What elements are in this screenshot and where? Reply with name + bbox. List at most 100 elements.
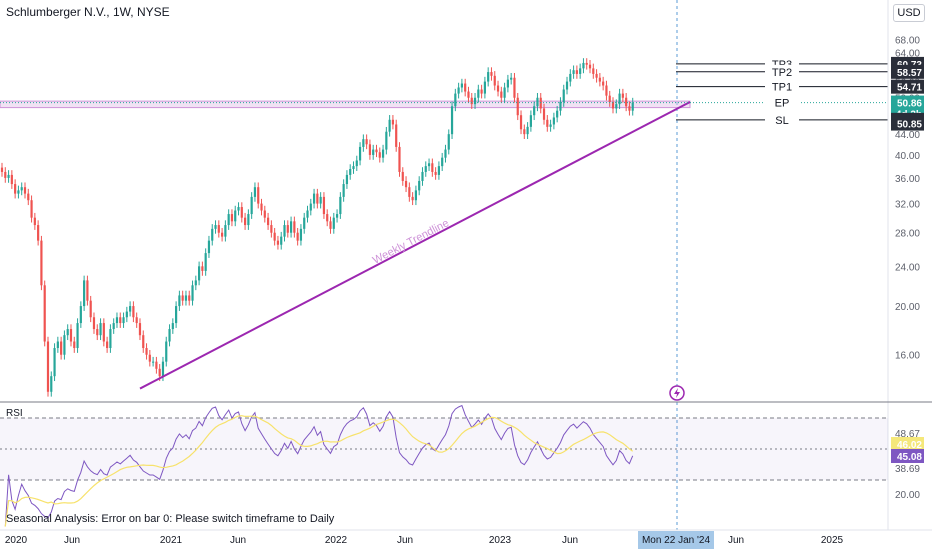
- candle: [460, 78, 463, 93]
- candle-body: [352, 166, 355, 170]
- candle: [375, 144, 378, 158]
- candle-body: [161, 361, 165, 377]
- candle: [152, 356, 155, 367]
- time-tick-label: Jun: [64, 535, 80, 546]
- candle: [20, 182, 23, 196]
- candle: [536, 92, 539, 112]
- candle: [79, 301, 82, 328]
- candle-body: [378, 152, 381, 158]
- lightning-icon[interactable]: [669, 385, 685, 401]
- candle-body: [339, 196, 342, 215]
- candle: [598, 72, 601, 87]
- candle-body: [155, 361, 158, 369]
- candle-body: [513, 77, 516, 98]
- candle-body: [408, 187, 411, 197]
- time-tick-label: 2022: [325, 535, 348, 546]
- candle-body: [381, 149, 385, 158]
- candle-body: [605, 85, 608, 96]
- candle: [257, 182, 260, 209]
- candle: [237, 202, 240, 216]
- candle: [437, 161, 441, 180]
- candle: [106, 336, 109, 353]
- candle: [138, 318, 142, 341]
- candle: [611, 97, 615, 114]
- candle-body: [319, 196, 322, 204]
- currency-button[interactable]: USD: [893, 4, 925, 22]
- candle: [194, 275, 197, 291]
- candle: [519, 110, 523, 135]
- candle: [122, 312, 125, 328]
- candle-body: [207, 240, 211, 254]
- candle-body: [17, 190, 20, 194]
- candle: [585, 58, 588, 70]
- trendline-layer[interactable]: Weekly Trendline: [139, 101, 691, 390]
- candle: [171, 318, 174, 334]
- candle-body: [539, 97, 542, 109]
- candle: [112, 318, 115, 334]
- candle-body: [296, 232, 299, 241]
- candle: [115, 312, 119, 328]
- candle: [102, 318, 105, 347]
- candle: [23, 182, 27, 199]
- candle-body: [214, 225, 217, 229]
- candle-body: [575, 70, 578, 74]
- candle-body: [211, 228, 214, 241]
- rsi-ma-line: [4, 415, 634, 527]
- candle: [493, 71, 496, 91]
- candle: [240, 202, 243, 223]
- candle-body: [335, 214, 339, 218]
- candle: [473, 92, 477, 109]
- candle-body: [266, 217, 270, 226]
- badge-rsi: 45.08: [897, 452, 922, 463]
- candle: [89, 295, 92, 323]
- candle: [510, 72, 513, 85]
- candle-body: [444, 149, 447, 158]
- candle: [542, 103, 546, 125]
- candle: [303, 212, 306, 234]
- candle-body: [227, 214, 230, 226]
- badge-tp1: 54.71: [897, 83, 922, 94]
- candle: [263, 205, 266, 223]
- candle: [119, 312, 122, 328]
- candle-body: [615, 104, 618, 109]
- candle: [17, 185, 20, 199]
- candle: [92, 312, 96, 334]
- candle: [270, 220, 273, 238]
- candle-body: [152, 361, 155, 363]
- candle: [125, 306, 128, 323]
- candle-body: [569, 73, 572, 82]
- candle-body: [23, 187, 27, 194]
- candle-body: [421, 171, 424, 181]
- candle: [618, 88, 621, 109]
- candle-body: [145, 348, 148, 355]
- candle-body: [40, 240, 43, 286]
- candle-body: [355, 160, 358, 167]
- candle: [368, 139, 372, 160]
- candle-body: [526, 126, 529, 135]
- badge-rsi-ma: 46.02: [897, 440, 922, 451]
- candle-body: [119, 317, 122, 324]
- candle-body: [69, 329, 73, 342]
- candle: [37, 220, 40, 246]
- badge-ep-secondary: 50.85: [897, 120, 922, 131]
- level-label-tp1: TP1: [772, 82, 792, 94]
- candle: [441, 152, 444, 171]
- candle: [414, 185, 418, 206]
- rsi-band: [0, 418, 888, 480]
- candle: [178, 290, 181, 311]
- weekly-trendline[interactable]: [139, 101, 691, 390]
- candle-body: [542, 108, 546, 120]
- candle-body: [188, 295, 191, 301]
- candle: [280, 231, 283, 250]
- candle: [457, 82, 460, 99]
- candle: [349, 164, 352, 180]
- candle: [608, 90, 611, 107]
- candle: [27, 188, 30, 206]
- candle: [526, 122, 529, 140]
- candle: [615, 99, 618, 114]
- candle-body: [27, 193, 30, 201]
- candle: [628, 101, 631, 116]
- candle: [168, 324, 171, 347]
- candle: [450, 101, 454, 140]
